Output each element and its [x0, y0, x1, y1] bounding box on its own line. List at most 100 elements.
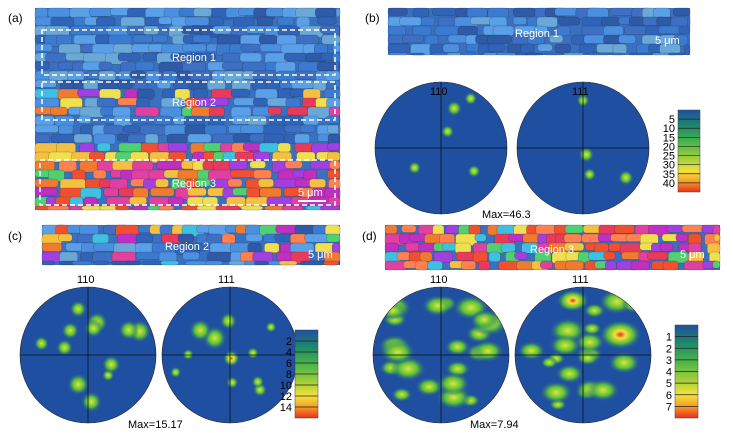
intensity-spot [583, 302, 606, 319]
pole-d-110 [372, 286, 510, 424]
intensity-spot [101, 355, 121, 374]
grain [155, 178, 169, 188]
grain [240, 43, 262, 52]
scale-bar-c: 5 μm [308, 249, 333, 261]
grain [581, 25, 607, 36]
grain [193, 7, 212, 17]
grain [286, 106, 309, 116]
grain [93, 133, 116, 145]
grain [127, 133, 147, 143]
grain [300, 260, 325, 266]
grain [549, 34, 564, 43]
grain [337, 88, 341, 99]
intensity-spot [549, 334, 582, 357]
intensity-spot [223, 350, 240, 367]
grain [258, 34, 277, 45]
grain [666, 224, 683, 233]
strip-label-d: Region 3 [530, 244, 574, 256]
grain [412, 25, 432, 36]
panel-label-b: (b) [365, 11, 380, 25]
intensity-spot [441, 124, 455, 139]
colorbar-label: 25 [663, 151, 675, 163]
grain [114, 205, 130, 211]
grain [98, 70, 116, 82]
grain [103, 187, 119, 197]
colorbar-label: 3 [666, 355, 672, 367]
grain [34, 43, 53, 52]
grain [630, 260, 650, 271]
grain [513, 7, 536, 17]
grain [152, 34, 168, 43]
grain [603, 251, 616, 260]
grain [240, 205, 264, 211]
grain [258, 142, 280, 153]
colorbar-label: 40 [663, 178, 675, 190]
grain [167, 142, 188, 152]
grain [253, 169, 272, 179]
grain [167, 196, 184, 206]
intensity-spot [436, 371, 471, 396]
grain [334, 79, 341, 88]
grain [285, 97, 301, 108]
grain [524, 52, 544, 56]
grain [259, 187, 282, 198]
grain [315, 7, 337, 18]
strip-label-c: Region 2 [165, 241, 209, 253]
grain [302, 88, 321, 100]
grain [537, 43, 553, 52]
grain [249, 160, 266, 169]
intensity-spot [578, 146, 595, 163]
grain [420, 16, 435, 26]
intensity-spot [69, 300, 87, 318]
intensity-spot [182, 348, 194, 361]
grain [387, 7, 408, 16]
grain [432, 7, 457, 16]
grain [401, 224, 417, 233]
grain [103, 124, 124, 135]
grain [678, 25, 691, 35]
grain [158, 16, 173, 25]
grain [221, 233, 236, 245]
grain [338, 124, 341, 136]
strip-label-b: Region 1 [515, 28, 559, 40]
grain [445, 224, 459, 234]
pole-label-d-110: 110 [430, 274, 448, 286]
grain [396, 251, 411, 261]
grain [204, 124, 227, 136]
grain [118, 142, 143, 153]
grain [338, 178, 341, 188]
grain [277, 142, 291, 153]
grain [185, 260, 208, 266]
grain [540, 260, 553, 269]
grain [684, 43, 691, 56]
grain [289, 88, 305, 97]
grain [135, 61, 155, 71]
grain [492, 25, 514, 37]
grain [267, 97, 289, 107]
grain [624, 25, 648, 35]
grain [299, 124, 316, 133]
grain [712, 260, 721, 269]
grain [477, 260, 491, 271]
grain [56, 34, 73, 46]
grain [113, 115, 133, 127]
grain [73, 34, 100, 45]
intensity-spot [390, 387, 413, 403]
grain [563, 242, 585, 251]
grain [50, 106, 68, 116]
grain [419, 251, 433, 262]
intensity-spot [251, 375, 265, 389]
pole-outline [516, 81, 650, 215]
grain [187, 187, 207, 197]
grain [325, 70, 341, 81]
colorbar-label: 20 [663, 141, 675, 153]
grain [384, 242, 399, 253]
intensity-spot [80, 391, 102, 413]
pole-c-111 [161, 286, 299, 424]
grain [47, 7, 71, 18]
colorbar-label: 5 [669, 114, 675, 126]
grain [284, 160, 303, 169]
pole-d-110-content [373, 287, 509, 423]
grain [399, 16, 422, 26]
grain [117, 52, 141, 62]
